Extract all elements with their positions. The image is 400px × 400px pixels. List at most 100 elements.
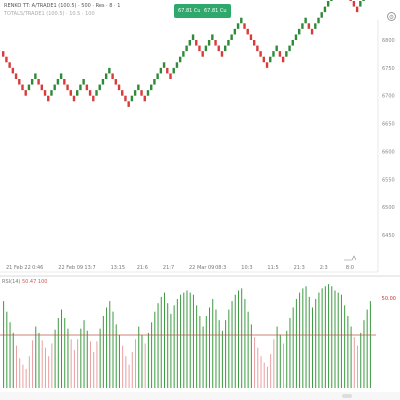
renko-brick-up: [204, 45, 208, 52]
renko-brick-up: [159, 67, 163, 74]
renko-brick-down: [278, 51, 282, 57]
time-axis: 21 Feb 22 0:46 22 Feb 09 13:7 13:15 21:6 21:7 2…: [6, 265, 354, 271]
renko-brick-down: [117, 84, 121, 91]
renko-brick-down: [114, 79, 118, 85]
renko-brick-up: [211, 34, 214, 40]
renko-brick-up: [130, 95, 134, 102]
renko-brick-up: [301, 23, 304, 29]
renko-brick-down: [47, 95, 50, 102]
time-label: 21:3: [294, 265, 305, 271]
time-label: 2:3: [320, 265, 328, 271]
renko-brick-down: [265, 62, 269, 68]
renko-brick-down: [66, 84, 69, 91]
indicator-value-2: 100: [37, 279, 48, 285]
renko-brick-down: [18, 79, 21, 85]
renko-brick-up: [188, 40, 192, 46]
renko-brick-down: [243, 23, 246, 29]
renko-brick-down: [111, 73, 114, 79]
renko-brick-down: [72, 95, 76, 102]
renko-brick-down: [143, 95, 146, 102]
renko-brick-up: [291, 40, 294, 46]
price-label: 6650: [382, 122, 395, 128]
renko-brick-up: [323, 6, 327, 13]
renko-brick-down: [21, 84, 24, 91]
chart-header: RENKO TT: A/TRADE1 (100.5) · 500 · Res ·…: [4, 2, 304, 18]
time-label: 11:5: [267, 265, 278, 271]
renko-brick-up: [27, 84, 31, 91]
renko-brick-up: [317, 17, 320, 24]
renko-brick-down: [88, 90, 92, 96]
renko-brick-down: [124, 95, 127, 102]
renko-brick-down: [355, 6, 359, 13]
time-label: 21 Feb 22: [6, 265, 31, 271]
renko-brick-down: [256, 45, 259, 52]
price-label: 6600: [382, 149, 395, 155]
gear-icon[interactable]: ⚙: [387, 12, 396, 21]
renko-brick-up: [207, 40, 211, 46]
renko-brick-up: [236, 23, 240, 29]
price-label: 6700: [382, 94, 395, 100]
symbol-title[interactable]: RENKO TT: A/TRADE1 (100.5) · 500 · Res ·…: [4, 3, 121, 9]
renko-brick-up: [272, 51, 275, 57]
renko-brick-down: [249, 34, 253, 40]
indicator-histogram: [3, 284, 371, 388]
renko-brick-down: [352, 1, 356, 7]
renko-brick-up: [98, 84, 101, 91]
time-label: 21:7: [163, 265, 174, 271]
time-label: 10:3: [241, 265, 252, 271]
renko-brick-down: [307, 23, 311, 29]
renko-brick-up: [50, 90, 53, 96]
renko-brick-up: [150, 84, 153, 91]
renko-brick-down: [14, 73, 18, 79]
renko-brick-down: [43, 90, 47, 96]
time-label: 0:46: [32, 265, 43, 271]
time-label: 08:3: [215, 265, 226, 271]
renko-brick-down: [40, 84, 44, 91]
renko-brick-up: [182, 51, 185, 57]
renko-brick-down: [169, 73, 172, 79]
time-label: 22 Mar 09: [189, 265, 214, 271]
renko-brick-up: [314, 23, 317, 29]
renko-brick-up: [108, 67, 111, 74]
price-label: 6500: [382, 205, 395, 211]
price-label: 6750: [382, 66, 395, 72]
renko-brick-down: [349, 0, 352, 1]
renko-brick-up: [137, 84, 140, 91]
renko-brick-up: [230, 34, 233, 40]
renko-brick-up: [362, 0, 365, 1]
renko-brick-up: [326, 1, 330, 7]
indicator-label[interactable]: RSI(14) 50.47 100: [2, 279, 47, 285]
time-label: 22 Feb 09: [58, 265, 83, 271]
renko-brick-up: [156, 73, 159, 79]
renko-brick-up: [104, 73, 108, 79]
renko-brick-up: [30, 79, 34, 85]
renko-brick-down: [127, 101, 130, 107]
renko-brick-up: [175, 62, 179, 68]
renko-brick-up: [298, 28, 301, 35]
renko-brick-down: [217, 45, 220, 52]
renko-brick-up: [59, 73, 63, 79]
scroll-handle[interactable]: [342, 394, 352, 398]
renko-brick-down: [246, 28, 249, 35]
buy-button[interactable]: 67.81 Cu: [174, 4, 205, 18]
renko-brick-down: [195, 40, 198, 46]
renko-brick-up: [330, 0, 333, 1]
renko-brick-down: [166, 67, 169, 74]
renko-brick-up: [285, 51, 288, 57]
sell-button[interactable]: 67.81 Cu: [200, 4, 231, 18]
price-label: 6550: [382, 177, 395, 183]
renko-brick-up: [153, 79, 156, 85]
price-label: 6450: [382, 233, 395, 239]
indicator-level-label: 50.00: [381, 296, 396, 302]
renko-brick-up: [56, 79, 60, 85]
renko-brick-up: [191, 34, 195, 40]
renko-brick-up: [146, 90, 150, 96]
bottom-scrollbar[interactable]: [0, 392, 400, 400]
renko-brick-down: [259, 51, 262, 57]
renko-brick-up: [95, 90, 98, 96]
symbol-subtitle: TOTALS/TRADE1 (100.5) · 10.5 · 100: [4, 11, 95, 17]
renko-brick-down: [140, 90, 143, 96]
renko-brick-up: [53, 84, 56, 91]
time-label: 21:6: [137, 265, 148, 271]
